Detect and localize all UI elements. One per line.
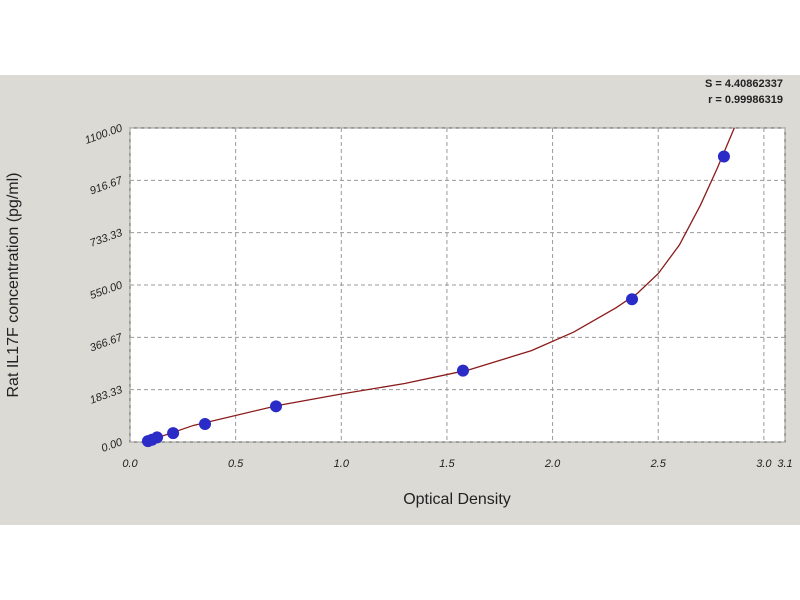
- x-axis-title: Optical Density: [403, 491, 511, 508]
- annotation: r = 0.99986319: [708, 94, 783, 106]
- data-point: [270, 400, 283, 413]
- x-tick-label: 1.0: [334, 458, 350, 470]
- x-tick-label: 0.5: [228, 458, 244, 470]
- x-tick-label: 1.5: [439, 458, 455, 470]
- data-point: [151, 431, 164, 444]
- data-point: [626, 293, 639, 306]
- y-axis-title: Rat IL17F concentration (pg/ml): [5, 173, 22, 398]
- x-tick-label: 2.5: [650, 458, 667, 470]
- data-point: [167, 427, 180, 440]
- fit-curve: [144, 127, 735, 443]
- data-point: [717, 150, 730, 163]
- x-tick-label: 3.0: [756, 458, 772, 470]
- data-point: [199, 418, 212, 431]
- x-tick-label: 0.0: [122, 458, 138, 470]
- data-point: [456, 364, 469, 377]
- plot-area: [129, 127, 786, 443]
- x-tick-label: 2.0: [544, 458, 561, 470]
- x-tick-label: 3.1: [777, 458, 792, 470]
- annotation: S = 4.40862337: [705, 78, 783, 90]
